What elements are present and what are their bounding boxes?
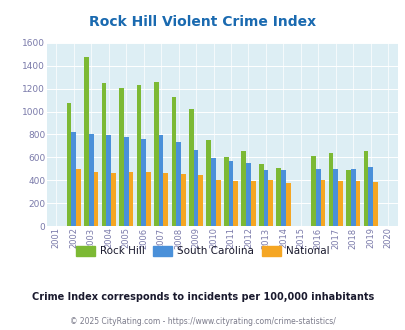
Bar <box>158 135 163 226</box>
Bar <box>350 169 355 226</box>
Bar <box>189 109 193 226</box>
Bar <box>224 157 228 226</box>
Bar <box>176 143 181 226</box>
Bar <box>345 170 350 226</box>
Legend: Rock Hill, South Carolina, National: Rock Hill, South Carolina, National <box>72 242 333 260</box>
Bar <box>153 82 158 226</box>
Bar <box>89 134 94 226</box>
Bar <box>355 181 360 226</box>
Bar <box>268 180 273 226</box>
Bar <box>367 167 372 226</box>
Bar <box>372 182 377 226</box>
Bar <box>258 164 263 226</box>
Bar <box>337 181 342 226</box>
Bar <box>333 169 337 226</box>
Bar <box>146 172 150 226</box>
Bar <box>141 139 146 226</box>
Bar <box>250 181 255 226</box>
Bar <box>276 168 280 226</box>
Bar <box>119 88 124 226</box>
Bar <box>198 175 202 226</box>
Bar <box>171 97 176 226</box>
Bar <box>363 151 367 226</box>
Bar <box>128 172 133 226</box>
Bar <box>71 132 76 226</box>
Bar <box>311 156 315 226</box>
Bar <box>94 172 98 226</box>
Text: Crime Index corresponds to incidents per 100,000 inhabitants: Crime Index corresponds to incidents per… <box>32 292 373 302</box>
Bar <box>328 153 333 226</box>
Bar <box>111 173 115 226</box>
Bar <box>181 174 185 226</box>
Bar <box>245 163 250 226</box>
Bar <box>193 150 198 226</box>
Bar <box>163 173 168 226</box>
Bar <box>280 170 285 226</box>
Bar <box>320 180 325 226</box>
Bar <box>315 169 320 226</box>
Bar <box>76 169 81 226</box>
Bar <box>215 180 220 226</box>
Bar <box>124 137 128 226</box>
Bar <box>228 161 233 226</box>
Bar <box>241 151 245 226</box>
Bar <box>211 158 215 226</box>
Text: © 2025 CityRating.com - https://www.cityrating.com/crime-statistics/: © 2025 CityRating.com - https://www.city… <box>70 316 335 326</box>
Bar <box>136 85 141 226</box>
Text: Rock Hill Violent Crime Index: Rock Hill Violent Crime Index <box>89 15 316 29</box>
Bar <box>106 135 111 226</box>
Bar <box>66 103 71 226</box>
Bar <box>233 182 237 226</box>
Bar <box>263 170 268 226</box>
Bar <box>101 83 106 226</box>
Bar <box>84 57 89 226</box>
Bar <box>285 183 290 226</box>
Bar <box>206 140 211 226</box>
